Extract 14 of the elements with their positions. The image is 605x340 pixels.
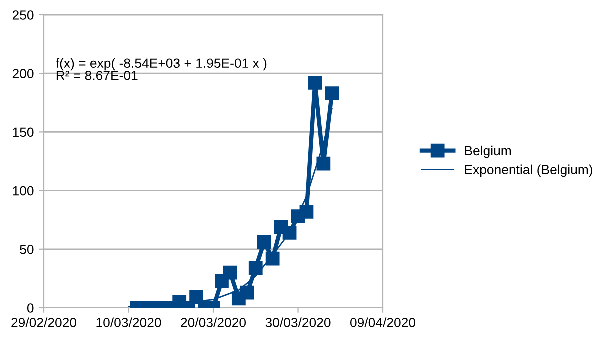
y-tick-label: 0 [27,304,34,313]
y-tick-label: 100 [13,186,34,196]
x-tick-label: 30/03/2020 [266,318,331,328]
legend-label: Belgium [465,146,512,158]
y-tick-label: 200 [12,69,34,79]
x-tick-label: 10/03/2020 [96,318,162,328]
y-tick-label: 50 [20,244,34,254]
x-tick-label: 09/04/2020 [350,318,416,328]
y-tick-label: 150 [13,128,34,138]
x-tick-label: 29/02/2020 [12,318,77,328]
x-tick-label: 20/03/2020 [181,318,246,328]
annotation: f(x) = exp( -8.54E+03 + 1.95E-01 x ) R² = 8.67E-01 [56,58,267,80]
y-tick-label: 250 [12,10,34,20]
legend-label: Exponential (Belgium) [465,164,592,178]
